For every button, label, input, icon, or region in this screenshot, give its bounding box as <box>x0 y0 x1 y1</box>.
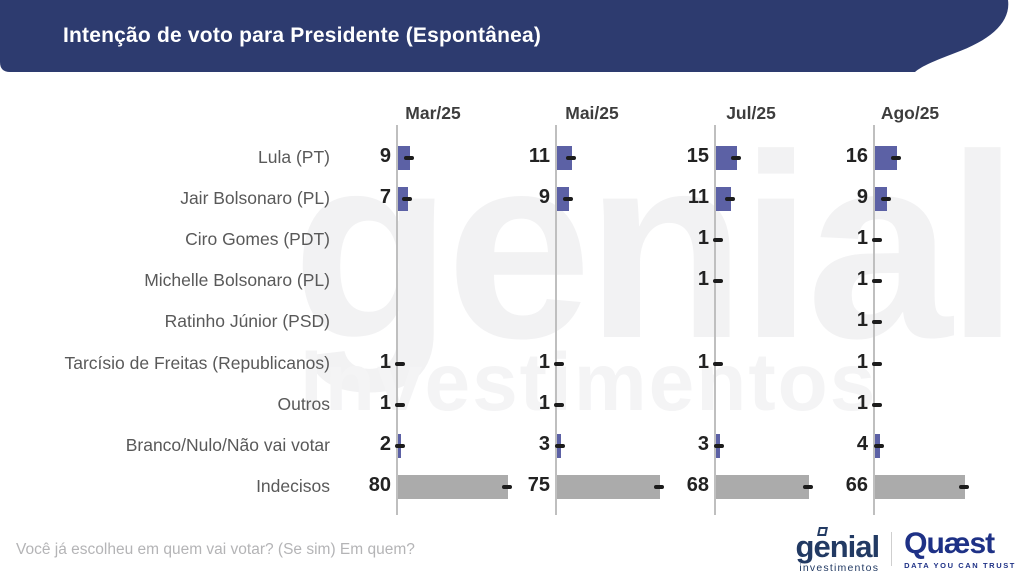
row-label: Michelle Bolsonaro (PL) <box>144 270 330 291</box>
quaest-logo: Quæst DATA YOU CAN TRUST <box>904 526 1016 570</box>
value-label: 1 <box>379 391 391 414</box>
bar-end-dash-icon <box>881 197 892 202</box>
bar-end-dash-icon <box>874 443 885 448</box>
genial-accent-icon <box>816 526 828 536</box>
bar-end-dash-icon <box>501 484 512 489</box>
bar-end-dash-icon <box>653 484 664 489</box>
axis-line <box>555 125 557 515</box>
value-label: 1 <box>856 268 868 291</box>
column-header: Mai/25 <box>565 103 619 123</box>
value-label: 7 <box>379 186 391 209</box>
branding: genial investimentos Quæst DATA YOU CAN … <box>796 525 1016 574</box>
value-label: 1 <box>697 227 709 250</box>
value-label: 1 <box>856 391 868 414</box>
value-label: 68 <box>686 473 709 496</box>
bar-end-dash-icon <box>713 361 723 366</box>
bar-end-dash-icon <box>395 402 405 407</box>
value-label: 1 <box>538 391 550 414</box>
bar <box>716 187 732 212</box>
header-banner <box>0 0 1009 72</box>
bar-end-dash-icon <box>730 156 741 160</box>
bar <box>557 187 570 212</box>
bar-end-dash-icon <box>872 361 882 366</box>
bar-end-dash-icon <box>872 320 882 325</box>
row-label: Ratinho Júnior (PSD) <box>164 311 330 332</box>
value-label: 15 <box>686 145 709 167</box>
bar-end-dash-icon <box>554 402 564 407</box>
genial-logo-text: genial <box>795 528 881 564</box>
row-label: Indecisos <box>256 475 330 496</box>
page-title: Intenção de voto para Presidente (Espont… <box>63 24 542 47</box>
value-label: 1 <box>856 350 868 373</box>
row-label: Lula (PT) <box>258 147 330 167</box>
row-label: Outros <box>277 393 330 414</box>
bar-end-dash-icon <box>404 156 415 160</box>
value-label: 1 <box>856 309 868 332</box>
bar-end-dash-icon <box>872 402 882 407</box>
value-label: 3 <box>697 432 709 455</box>
value-label: 66 <box>845 473 868 496</box>
bar-end-dash-icon <box>890 156 901 160</box>
bar-end-dash-icon <box>563 197 574 202</box>
value-label: 9 <box>538 186 550 209</box>
bar-end-dash-icon <box>566 156 577 160</box>
bar <box>398 146 411 170</box>
quaest-logo-text: Quæst <box>904 526 995 560</box>
axis-line <box>714 125 716 515</box>
value-label: 1 <box>697 268 709 291</box>
row-label: Jair Bolsonaro (PL) <box>180 188 330 209</box>
bar-end-dash-icon <box>714 443 725 448</box>
bar-end-dash-icon <box>395 443 405 448</box>
bar-end-dash-icon <box>555 443 566 448</box>
quaest-tagline: DATA YOU CAN TRUST <box>904 560 1016 570</box>
value-label: 80 <box>368 473 391 496</box>
bar <box>557 474 660 499</box>
bar <box>398 474 508 499</box>
value-label: 1 <box>379 350 391 373</box>
bar <box>875 146 897 170</box>
bar-end-dash-icon <box>872 279 882 284</box>
axis-line <box>396 125 398 515</box>
row-label: Branco/Nulo/Não vai votar <box>125 434 330 455</box>
value-label: 16 <box>845 145 868 167</box>
bar <box>875 187 888 212</box>
value-label: 2 <box>379 432 391 455</box>
column-header: Ago/25 <box>880 103 940 123</box>
value-label: 1 <box>856 227 868 250</box>
genial-logo: genial investimentos <box>796 525 880 574</box>
value-label: 75 <box>527 473 550 496</box>
row-label: Tarcísio de Freitas (Republicanos) <box>64 352 330 373</box>
value-label: 9 <box>856 186 868 209</box>
column-header: Jul/25 <box>726 103 776 123</box>
survey-question: Você já escolheu em quem vai votar? (Se … <box>16 541 415 558</box>
bar <box>716 474 810 499</box>
bar <box>875 474 966 499</box>
logo-divider <box>891 531 893 566</box>
bar-end-dash-icon <box>959 484 970 489</box>
bar-end-dash-icon <box>713 238 723 243</box>
bar <box>557 146 573 170</box>
bar-end-dash-icon <box>872 238 882 243</box>
value-label: 1 <box>697 350 709 373</box>
bar-end-dash-icon <box>713 279 723 284</box>
value-label: 3 <box>538 432 550 455</box>
value-label: 11 <box>687 186 709 209</box>
bar-end-dash-icon <box>554 361 564 366</box>
bar-end-dash-icon <box>395 361 405 366</box>
row-label: Ciro Gomes (PDT) <box>185 229 330 250</box>
bar-end-dash-icon <box>803 484 814 489</box>
value-label: 1 <box>538 350 550 373</box>
bar <box>716 146 737 170</box>
genial-logo-subtext: investimentos <box>799 561 880 574</box>
axis-line <box>873 125 875 515</box>
value-label: 9 <box>379 145 391 167</box>
bar-end-dash-icon <box>725 197 736 202</box>
bar-end-dash-icon <box>401 197 412 202</box>
value-label: 4 <box>856 432 868 455</box>
column-header: Mar/25 <box>405 103 461 123</box>
value-label: 11 <box>528 145 550 167</box>
